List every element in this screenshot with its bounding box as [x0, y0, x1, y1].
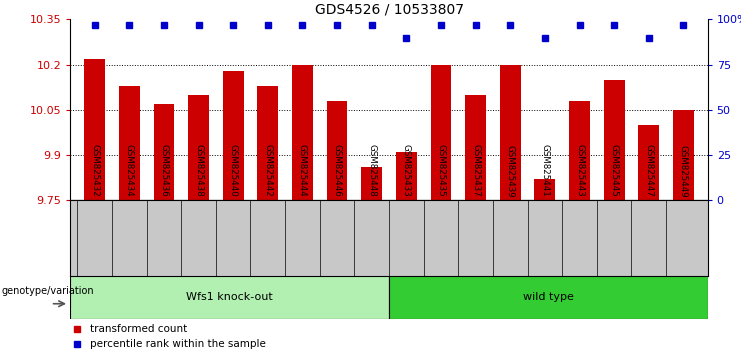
Bar [188, 95, 209, 200]
Bar [257, 86, 278, 200]
Text: genotype/variation: genotype/variation [1, 286, 94, 296]
Bar [604, 80, 625, 200]
Bar [534, 179, 555, 200]
Text: Wfs1 knock-out: Wfs1 knock-out [186, 292, 273, 302]
FancyBboxPatch shape [70, 276, 389, 319]
FancyBboxPatch shape [389, 276, 708, 319]
Text: wild type: wild type [523, 292, 574, 302]
Text: percentile rank within the sample: percentile rank within the sample [90, 339, 265, 349]
Bar [673, 110, 694, 200]
Bar [153, 104, 174, 200]
Bar [431, 65, 451, 200]
Title: GDS4526 / 10533807: GDS4526 / 10533807 [314, 3, 464, 17]
Text: transformed count: transformed count [90, 324, 187, 333]
Bar [119, 86, 139, 200]
Bar [569, 101, 590, 200]
Bar [500, 65, 521, 200]
Bar [465, 95, 486, 200]
Bar [292, 65, 313, 200]
Bar [362, 167, 382, 200]
Bar [223, 71, 244, 200]
Bar [327, 101, 348, 200]
Bar [396, 152, 416, 200]
Bar [84, 59, 105, 200]
Bar [639, 125, 659, 200]
